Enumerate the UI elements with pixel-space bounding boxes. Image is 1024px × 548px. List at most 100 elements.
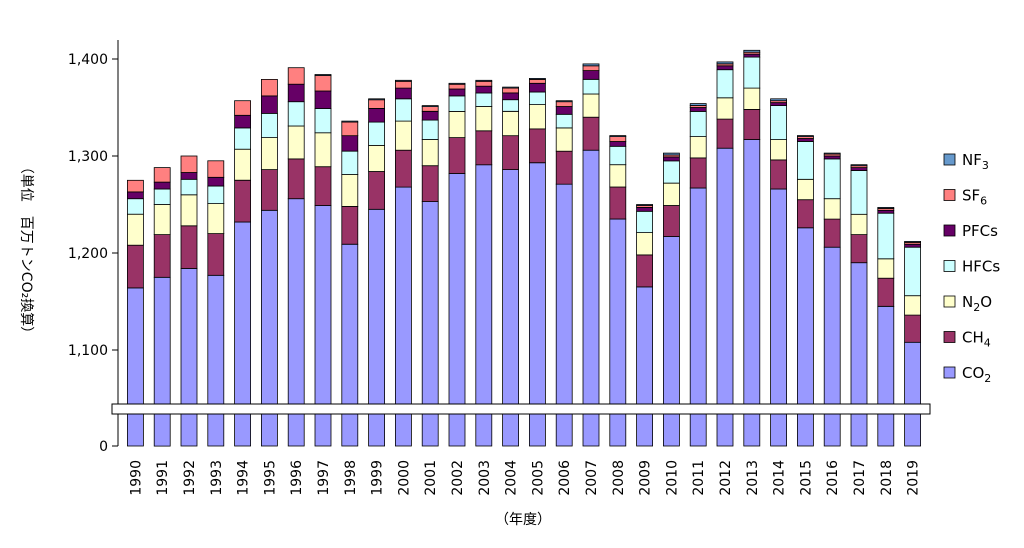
bar-segment-nf3-2013 bbox=[743, 49, 761, 53]
x-tick-label: 2014 bbox=[772, 460, 788, 496]
legend-swatch-ch4 bbox=[943, 331, 956, 343]
bar-segment-n2o-2003 bbox=[475, 106, 493, 132]
bar-segment-nf3-2005 bbox=[529, 78, 546, 80]
bar-segment-ch4-2019 bbox=[904, 314, 921, 343]
bar-segment-pfcs-1999 bbox=[368, 108, 386, 123]
bar-segment-hfcs-2013 bbox=[743, 56, 761, 89]
x-tick-label: 1995 bbox=[262, 460, 278, 496]
x-tick-label: 1992 bbox=[182, 460, 198, 496]
bar-segment-nf3-2002 bbox=[448, 82, 466, 85]
bar-segment-n2o-1991 bbox=[153, 204, 171, 236]
bar-segment-n2o-2017 bbox=[850, 213, 868, 235]
bar-segment-pfcs-2002 bbox=[448, 88, 466, 97]
bar-segment-n2o-1993 bbox=[207, 203, 225, 235]
bar-segment-n2o-2001 bbox=[421, 139, 439, 167]
x-tick-label: 2007 bbox=[584, 460, 600, 496]
bar-segment-hfcs-2009 bbox=[636, 210, 653, 234]
bar-segment-nf3-2017 bbox=[850, 164, 868, 167]
bar-segment-ch4-2007 bbox=[582, 116, 600, 151]
bar-segment-pfcs-2004 bbox=[502, 92, 520, 101]
bar-segment-nf3-2008 bbox=[609, 135, 627, 138]
bar-segment-sf6-1999 bbox=[368, 99, 386, 109]
bar-segment-pfcs-2008 bbox=[609, 141, 627, 147]
bar-segment-n2o-2016 bbox=[823, 198, 841, 220]
bar-segment-sf6-2008 bbox=[609, 136, 627, 142]
bar-segment-hfcs-2019 bbox=[904, 246, 921, 297]
bar-segment-nf3-2014 bbox=[770, 98, 787, 102]
bar-segment-co2-2017 bbox=[850, 262, 868, 447]
x-tick-label: 2006 bbox=[557, 460, 573, 496]
bar-segment-nf3-2006 bbox=[555, 100, 573, 103]
legend-label-nf3: NF3 bbox=[962, 151, 989, 172]
bar-segment-sf6-2004 bbox=[502, 87, 520, 94]
bar-segment-hfcs-2014 bbox=[770, 105, 787, 140]
bar-segment-ch4-2010 bbox=[663, 205, 680, 237]
x-tick-label: 1993 bbox=[209, 460, 225, 496]
x-tick-label: 2010 bbox=[664, 460, 680, 496]
bar-segment-hfcs-2004 bbox=[502, 99, 520, 112]
bar-segment-nf3-1997 bbox=[314, 74, 332, 76]
bar-segment-pfcs-2016 bbox=[823, 155, 841, 160]
bar-segment-ch4-2014 bbox=[770, 159, 787, 190]
legend-swatch-co2 bbox=[943, 366, 956, 379]
bar-segment-pfcs-2012 bbox=[716, 65, 734, 71]
bar-segment-co2-2010 bbox=[663, 236, 680, 447]
bar-segment-co2-1993 bbox=[207, 274, 225, 447]
bar-segment-co2-2016 bbox=[823, 246, 841, 447]
bar-segment-nf3-1998 bbox=[341, 120, 359, 123]
bar-segment-nf3-2007 bbox=[582, 63, 600, 67]
bar-segment-n2o-2011 bbox=[689, 136, 707, 159]
legend: NF3 SF6 PFCs HFCs N2O CH4 CO2 bbox=[943, 151, 1000, 385]
bar-segment-pfcs-2017 bbox=[850, 167, 868, 171]
bar-segment-pfcs-2000 bbox=[394, 87, 412, 100]
bar-segment-pfcs-1992 bbox=[180, 172, 198, 180]
bar-segment-sf6-1998 bbox=[341, 121, 359, 137]
x-tick-label: 2009 bbox=[638, 460, 654, 496]
x-tick-label: 2011 bbox=[691, 460, 707, 496]
bar-segment-pfcs-2014 bbox=[770, 102, 787, 106]
bar-segment-hfcs-1997 bbox=[314, 108, 332, 134]
bar-segment-ch4-1996 bbox=[287, 158, 305, 200]
bar-segment-pfcs-1996 bbox=[287, 83, 305, 103]
bar-segment-ch4-2000 bbox=[394, 149, 412, 188]
x-tick-label: 2000 bbox=[396, 460, 412, 496]
x-tick-label: 1999 bbox=[370, 460, 386, 496]
bar-segment-ch4-1998 bbox=[341, 205, 359, 245]
bar-segment-hfcs-2008 bbox=[609, 145, 627, 166]
bar-segment-pfcs-1997 bbox=[314, 90, 332, 109]
bar-segment-ch4-2001 bbox=[421, 165, 439, 202]
bar-segment-hfcs-2016 bbox=[823, 158, 841, 200]
y-tick-label: 1,400 bbox=[68, 52, 108, 68]
bar-segment-ch4-2013 bbox=[743, 109, 761, 140]
bar-segment-co2-2007 bbox=[582, 149, 600, 447]
legend-label-co2: CO2 bbox=[962, 364, 991, 385]
bar-segment-sf6-1992 bbox=[180, 155, 198, 173]
bar-segment-sf6-2001 bbox=[421, 106, 439, 112]
bar-segment-nf3-2001 bbox=[421, 105, 439, 107]
x-tick-label: 1997 bbox=[316, 460, 332, 496]
bar-segment-sf6-1996 bbox=[287, 67, 305, 85]
x-tick-label: 1998 bbox=[343, 460, 359, 496]
bar-segment-n2o-2012 bbox=[716, 97, 734, 120]
bar-segment-n2o-1999 bbox=[368, 144, 386, 172]
bar-segment-hfcs-1991 bbox=[153, 188, 171, 205]
bar-segment-sf6-1993 bbox=[207, 160, 225, 178]
bar-segment-sf6-1997 bbox=[314, 75, 332, 92]
legend-label-pfcs: PFCs bbox=[962, 222, 998, 240]
x-tick-label: 2018 bbox=[879, 460, 895, 496]
bar-segment-pfcs-2015 bbox=[797, 138, 814, 142]
bar-segment-hfcs-2007 bbox=[582, 79, 600, 95]
bar-segment-ch4-2018 bbox=[877, 277, 895, 307]
bar-segment-co2-1992 bbox=[180, 268, 198, 447]
bar-segment-pfcs-1991 bbox=[153, 181, 171, 190]
bar-segment-nf3-2019 bbox=[904, 240, 921, 243]
bar-segment-sf6-1994 bbox=[234, 100, 252, 116]
legend-label-sf6: SF6 bbox=[962, 187, 987, 208]
bar-segment-n2o-1997 bbox=[314, 132, 332, 168]
bar-segment-n2o-1998 bbox=[341, 173, 359, 207]
bar-segment-hfcs-2012 bbox=[716, 69, 734, 99]
bar-segment-hfcs-1999 bbox=[368, 121, 386, 146]
bar-segment-pfcs-2001 bbox=[421, 111, 439, 121]
bar-segment-pfcs-2010 bbox=[663, 156, 680, 162]
